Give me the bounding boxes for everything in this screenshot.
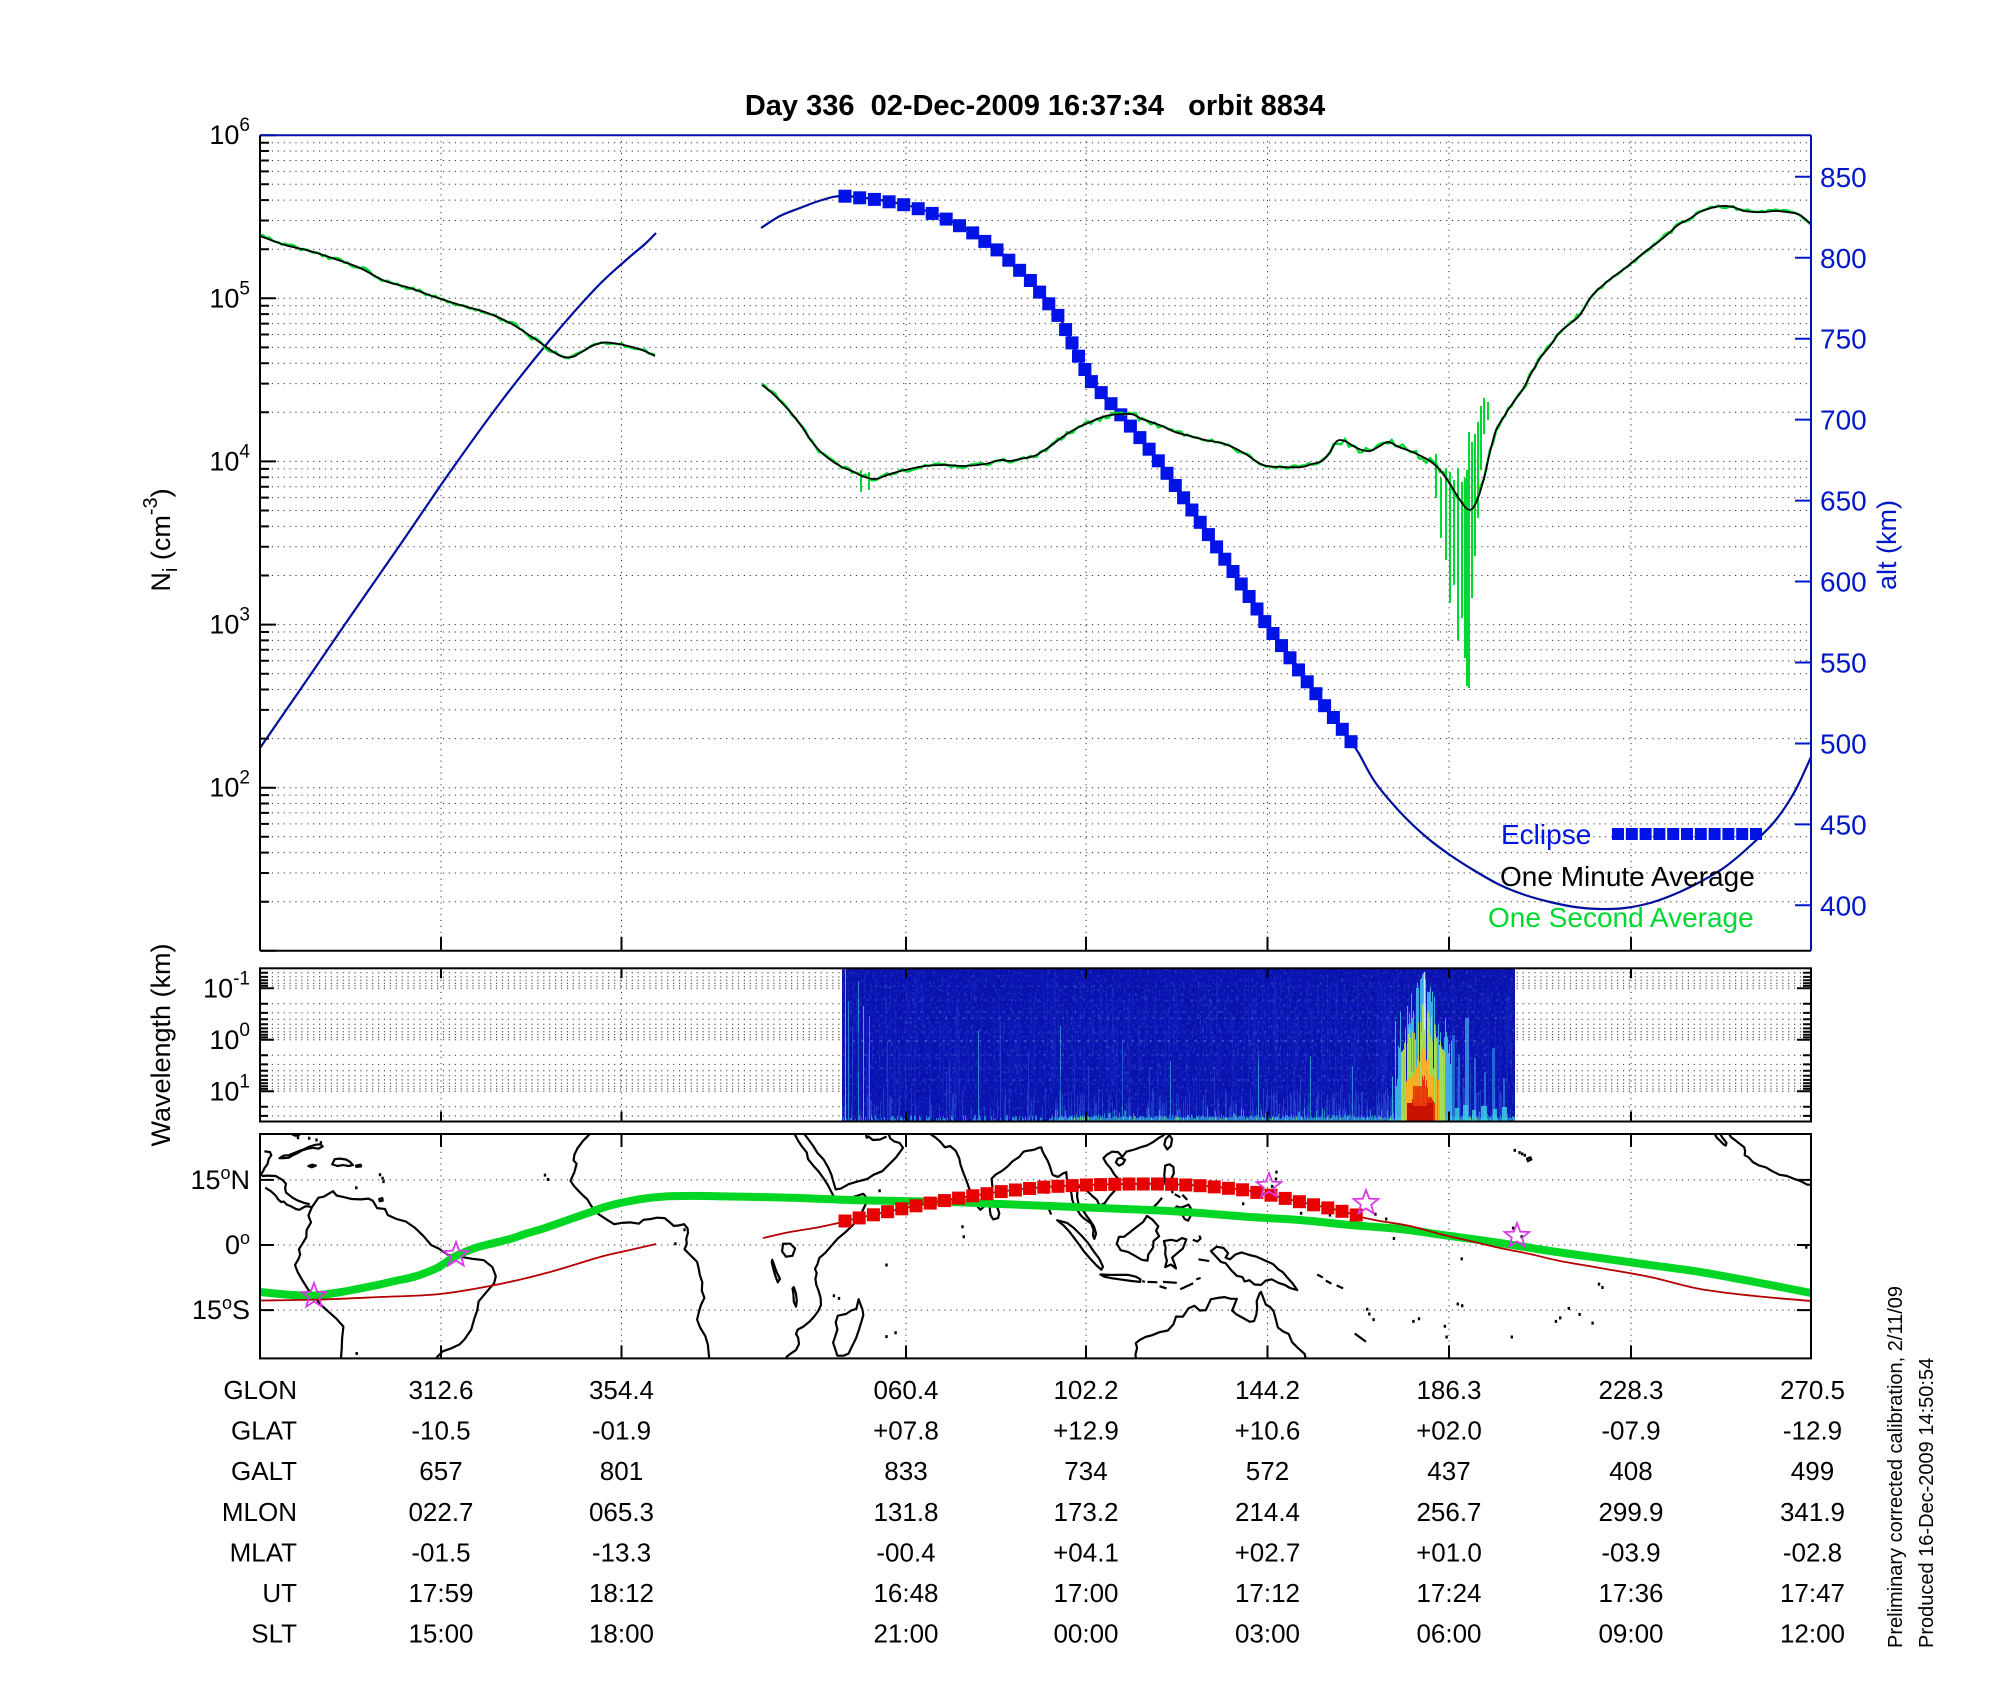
svg-text:17:36: 17:36 [1598,1578,1663,1608]
svg-text:214.4: 214.4 [1235,1497,1300,1527]
svg-text:354.4: 354.4 [589,1375,654,1405]
svg-text:Produced 16-Dec-2009 14:50:54: Produced 16-Dec-2009 14:50:54 [1916,1358,1938,1648]
svg-text:060.4: 060.4 [873,1375,938,1405]
svg-text:MLON: MLON [222,1497,297,1527]
svg-text:Eclipse: Eclipse [1501,819,1591,850]
svg-text:+02.0: +02.0 [1416,1416,1482,1446]
svg-text:17:59: 17:59 [408,1578,473,1608]
svg-text:-01.9: -01.9 [592,1416,651,1446]
svg-text:850: 850 [1820,162,1867,193]
svg-text:17:47: 17:47 [1780,1578,1845,1608]
svg-text:186.3: 186.3 [1416,1375,1481,1405]
svg-text:+02.7: +02.7 [1235,1537,1301,1567]
svg-text:06:00: 06:00 [1416,1619,1481,1649]
svg-text:17:24: 17:24 [1416,1578,1481,1608]
svg-text:270.5: 270.5 [1780,1375,1845,1405]
svg-text:Wavelength (km): Wavelength (km) [146,943,176,1146]
svg-text:600: 600 [1820,567,1867,598]
svg-text:-00.4: -00.4 [876,1537,935,1567]
svg-text:-02.8: -02.8 [1783,1537,1842,1567]
svg-text:+07.8: +07.8 [873,1416,939,1446]
svg-text:16:48: 16:48 [873,1578,938,1608]
svg-text:Day 336 02-Dec-2009 16:37:34: Day 336 02-Dec-2009 16:37:34 orbit 8834 [745,90,1325,122]
svg-text:102.2: 102.2 [1053,1375,1118,1405]
svg-text:00:00: 00:00 [1053,1619,1118,1649]
svg-text:21:00: 21:00 [873,1619,938,1649]
svg-text:228.3: 228.3 [1598,1375,1663,1405]
svg-text:650: 650 [1820,486,1867,517]
svg-text:03:00: 03:00 [1235,1619,1300,1649]
svg-text:-13.3: -13.3 [592,1537,651,1567]
svg-text:408: 408 [1609,1456,1652,1486]
svg-text:+01.0: +01.0 [1416,1537,1482,1567]
svg-text:500: 500 [1820,729,1867,760]
svg-text:499: 499 [1791,1456,1834,1486]
svg-text:572: 572 [1246,1456,1289,1486]
svg-text:MLAT: MLAT [230,1537,298,1567]
svg-text:17:00: 17:00 [1053,1578,1118,1608]
svg-text:GLON: GLON [223,1375,297,1405]
svg-text:One Second Average: One Second Average [1488,902,1754,933]
svg-text:10-1: 10-1 [203,968,250,1003]
svg-text:450: 450 [1820,809,1867,840]
svg-text:17:12: 17:12 [1235,1578,1300,1608]
svg-text:437: 437 [1427,1456,1470,1486]
svg-text:SLT: SLT [251,1619,297,1649]
svg-text:+04.1: +04.1 [1053,1537,1119,1567]
svg-text:GALT: GALT [231,1456,297,1486]
svg-text:312.6: 312.6 [408,1375,473,1405]
svg-text:-12.9: -12.9 [1783,1416,1842,1446]
svg-text:833: 833 [884,1456,927,1486]
svg-text:-10.5: -10.5 [411,1416,470,1446]
svg-text:15oN: 15oN [190,1163,250,1195]
svg-text:15oS: 15oS [192,1293,250,1325]
svg-text:18:00: 18:00 [589,1619,654,1649]
svg-text:102: 102 [209,768,250,803]
svg-text:022.7: 022.7 [408,1497,473,1527]
svg-text:144.2: 144.2 [1235,1375,1300,1405]
svg-text:131.8: 131.8 [873,1497,938,1527]
svg-text:173.2: 173.2 [1053,1497,1118,1527]
svg-text:-07.9: -07.9 [1601,1416,1660,1446]
svg-text:750: 750 [1820,324,1867,355]
svg-text:Ni (cm-3): Ni (cm-3) [140,488,182,591]
svg-text:12:00: 12:00 [1780,1619,1845,1649]
svg-text:734: 734 [1064,1456,1107,1486]
svg-text:alt (km): alt (km) [1872,500,1902,590]
svg-text:341.9: 341.9 [1780,1497,1845,1527]
svg-text:400: 400 [1820,890,1867,921]
svg-text:256.7: 256.7 [1416,1497,1481,1527]
svg-text:GLAT: GLAT [231,1416,297,1446]
svg-text:299.9: 299.9 [1598,1497,1663,1527]
svg-text:657: 657 [419,1456,462,1486]
svg-text:18:12: 18:12 [589,1578,654,1608]
svg-text:UT: UT [262,1578,297,1608]
svg-text:800: 800 [1820,243,1867,274]
svg-text:550: 550 [1820,648,1867,679]
svg-text:15:00: 15:00 [408,1619,473,1649]
svg-text:-01.5: -01.5 [411,1537,470,1567]
svg-text:One Minute Average: One Minute Average [1500,861,1755,892]
svg-text:065.3: 065.3 [589,1497,654,1527]
svg-text:700: 700 [1820,405,1867,436]
svg-text:09:00: 09:00 [1598,1619,1663,1649]
svg-text:-03.9: -03.9 [1601,1537,1660,1567]
svg-text:+10.6: +10.6 [1235,1416,1301,1446]
svg-text:Preliminary corrected calibrat: Preliminary corrected calibration, 2/11/… [1885,1286,1907,1648]
svg-text:801: 801 [600,1456,643,1486]
svg-text:+12.9: +12.9 [1053,1416,1119,1446]
